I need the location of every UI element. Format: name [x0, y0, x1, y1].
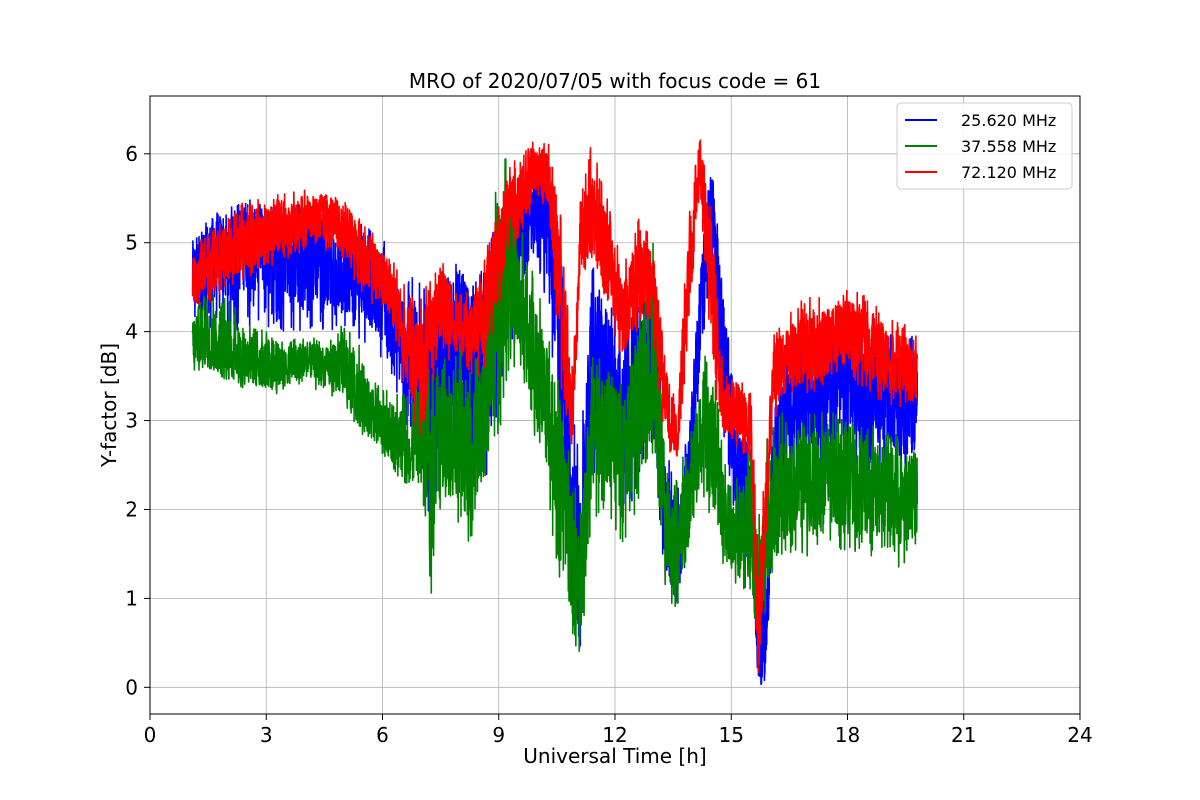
chart-title: MRO of 2020/07/05 with focus code = 61	[409, 69, 821, 93]
y-tick-label: 3	[125, 409, 138, 433]
y-tick-label: 1	[125, 586, 138, 610]
x-tick-label: 3	[260, 723, 273, 747]
legend-label: 37.558 MHz	[961, 137, 1056, 156]
legend-label: 25.620 MHz	[961, 111, 1056, 130]
legend-box	[896, 102, 1073, 190]
series-layer	[191, 139, 919, 686]
series-37-558-mhz	[191, 158, 919, 656]
y-tick-label: 0	[125, 675, 138, 699]
y-tick-label: 4	[125, 320, 138, 344]
x-tick-label: 18	[835, 723, 860, 747]
y-tick-label: 5	[125, 231, 138, 255]
x-tick-label: 15	[719, 723, 744, 747]
x-tick-label: 24	[1067, 723, 1092, 747]
x-tick-label: 0	[144, 723, 157, 747]
series-line-72-120-mhz	[191, 139, 919, 674]
x-tick-label: 12	[602, 723, 627, 747]
y-tick-label: 6	[125, 142, 138, 166]
y-tick-label: 2	[125, 497, 138, 521]
x-tick-label: 21	[951, 723, 976, 747]
series-72-120-mhz	[191, 139, 919, 674]
x-tick-label: 9	[492, 723, 505, 747]
y-axis-label: Y-factor [dB]	[97, 343, 121, 468]
x-axis-label: Universal Time [h]	[523, 744, 706, 768]
x-tick-label: 6	[376, 723, 389, 747]
legend: 25.620 MHz 37.558 MHz 72.120 MHz	[896, 102, 1073, 190]
legend-label: 72.120 MHz	[961, 163, 1056, 182]
series-line-37-558-mhz	[191, 158, 919, 656]
